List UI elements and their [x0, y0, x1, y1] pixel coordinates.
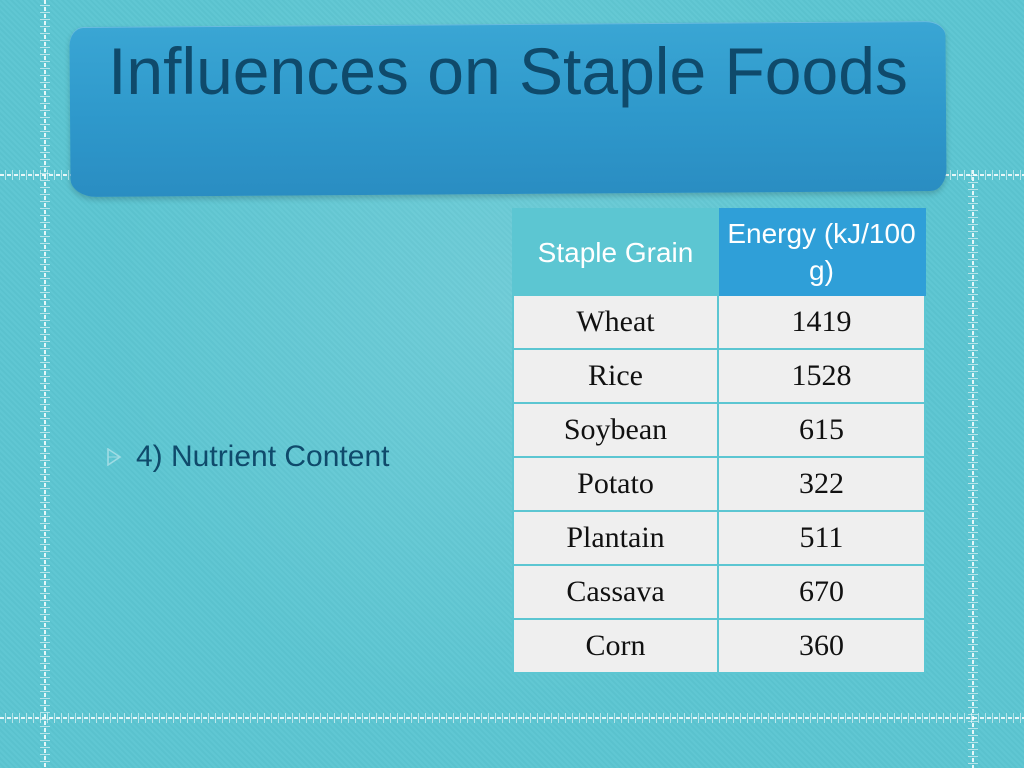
energy-cell: 615 — [717, 402, 926, 458]
energy-cell: 670 — [717, 564, 926, 620]
grain-cell: Plantain — [512, 510, 719, 566]
header-staple-grain: Staple Grain — [512, 208, 719, 296]
table-row: Soybean 615 — [512, 402, 926, 458]
grain-cell: Corn — [512, 618, 719, 674]
grain-cell: Cassava — [512, 564, 719, 620]
energy-cell: 1419 — [717, 294, 926, 350]
energy-cell: 360 — [717, 618, 926, 674]
energy-cell: 322 — [717, 456, 926, 512]
bottom-stitch-border — [0, 713, 1024, 723]
bullet-item: 4) Nutrient Content — [106, 440, 389, 474]
triangle-bullet-icon — [107, 448, 122, 466]
left-stitch-border — [40, 0, 50, 768]
table-row: Potato 322 — [512, 456, 926, 512]
table-row: Corn 360 — [512, 618, 926, 674]
grain-cell: Rice — [512, 348, 719, 404]
table-row: Plantain 511 — [512, 510, 926, 566]
grain-cell: Soybean — [512, 402, 719, 458]
energy-table: Staple Grain Energy (kJ/100 g) Wheat 141… — [512, 208, 926, 674]
header-energy: Energy (kJ/100 g) — [717, 208, 926, 296]
table-row: Rice 1528 — [512, 348, 926, 404]
table-row: Wheat 1419 — [512, 294, 926, 350]
table-row: Cassava 670 — [512, 564, 926, 620]
grain-cell: Potato — [512, 456, 719, 512]
right-stitch-border — [968, 170, 978, 768]
grain-cell: Wheat — [512, 294, 719, 350]
energy-cell: 511 — [717, 510, 926, 566]
slide-title: Influences on Staple Foods — [108, 34, 908, 108]
bullet-text: 4) Nutrient Content — [136, 440, 390, 473]
table-header-row: Staple Grain Energy (kJ/100 g) — [512, 208, 926, 296]
energy-cell: 1528 — [717, 348, 926, 404]
